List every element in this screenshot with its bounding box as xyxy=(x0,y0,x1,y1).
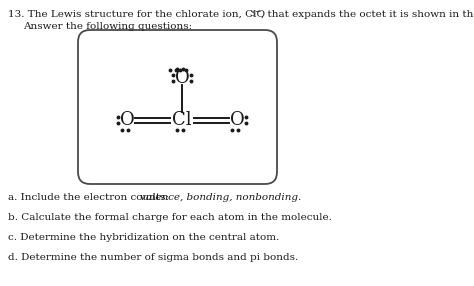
Text: d. Determine the number of sigma bonds and pi bonds.: d. Determine the number of sigma bonds a… xyxy=(8,253,298,262)
Text: c. Determine the hybridization on the central atom.: c. Determine the hybridization on the ce… xyxy=(8,233,279,242)
Text: 3: 3 xyxy=(249,10,255,18)
Text: , that expands the octet it is shown in the figure below.: , that expands the octet it is shown in … xyxy=(261,10,474,19)
Text: O: O xyxy=(229,111,245,129)
Text: Cl: Cl xyxy=(172,111,192,129)
Text: b. Calculate the formal charge for each atom in the molecule.: b. Calculate the formal charge for each … xyxy=(8,213,332,222)
Text: 13. The Lewis structure for the chlorate ion, ClO: 13. The Lewis structure for the chlorate… xyxy=(8,10,265,19)
Text: Answer the following questions:: Answer the following questions: xyxy=(23,22,192,31)
Text: valence, bonding, nonbonding.: valence, bonding, nonbonding. xyxy=(140,193,301,202)
Text: O: O xyxy=(174,69,190,87)
Text: a. Include the electron counts:: a. Include the electron counts: xyxy=(8,193,172,202)
FancyBboxPatch shape xyxy=(78,30,277,184)
Text: −: − xyxy=(254,8,260,16)
Text: O: O xyxy=(119,111,134,129)
